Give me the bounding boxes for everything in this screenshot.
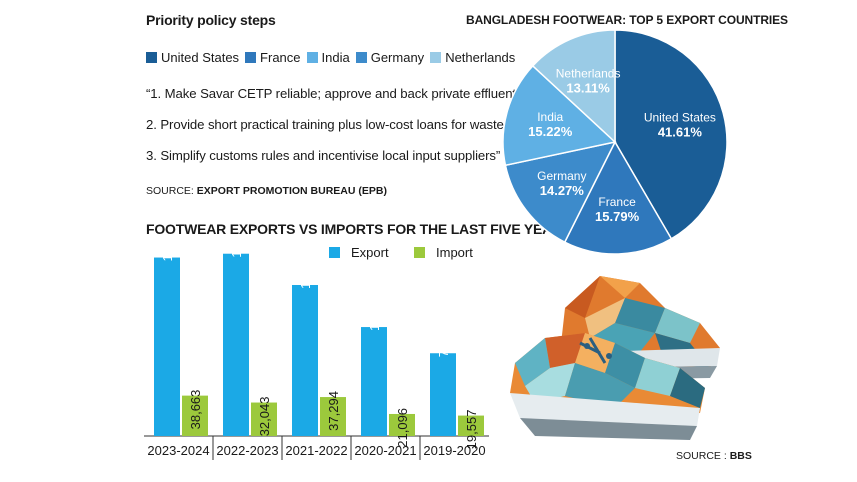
bar-value-label: 170,868 xyxy=(160,238,175,262)
bar xyxy=(430,353,456,436)
bbs-source-name: BBS xyxy=(729,450,752,462)
bar-legend-swatch xyxy=(414,247,425,258)
bar xyxy=(389,413,415,436)
pie-slice-value: 15.79% xyxy=(595,209,640,224)
bar xyxy=(154,257,180,436)
pie-legend: United States France India Germany Netherlan… xyxy=(146,50,515,65)
pie-slice xyxy=(502,64,617,167)
bar-value-label: 79,231 xyxy=(436,317,451,357)
bar xyxy=(223,253,249,436)
policy-step-3: 3. Simplify customs rules and incentivis… xyxy=(146,148,501,163)
bar-value-label: 19,557 xyxy=(464,410,479,450)
bar-value-label: 174,528 xyxy=(229,238,244,258)
bar-value-label: 32,043 xyxy=(257,397,272,437)
source-name: EXPORT PROMOTION BUREAU (EPB) xyxy=(196,185,387,197)
category-label: 2020-2021 xyxy=(354,443,416,458)
legend-item: India xyxy=(306,50,350,65)
pie-slice-value: 14.27% xyxy=(540,183,585,198)
bar-legend-label: Import xyxy=(436,245,473,260)
pie-slice-value: 13.11% xyxy=(566,80,610,95)
category-label: 2019-2020 xyxy=(423,443,485,458)
pie-slice-label: India xyxy=(537,110,563,124)
pie-slice xyxy=(563,140,673,255)
category-label: 2021-2022 xyxy=(285,443,347,458)
legend-swatch xyxy=(355,52,367,63)
category-label: 2022-2023 xyxy=(216,443,278,458)
legend-swatch xyxy=(306,52,318,63)
pie-slice-label: Germany xyxy=(537,169,586,183)
source-prefix: SOURCE: xyxy=(146,185,197,197)
policy-title: Priority policy steps xyxy=(146,12,276,28)
bar-chart-title: FOOTWEAR EXPORTS VS IMPORTS FOR THE LAST… xyxy=(146,221,572,237)
bbs-source: SOURCE : BBS xyxy=(676,450,752,462)
legend-item: United States xyxy=(146,50,239,65)
front-shoe xyxy=(510,333,705,440)
bar xyxy=(182,395,208,436)
bar xyxy=(292,284,318,436)
pie-slice-label: France xyxy=(598,195,636,209)
bar-value-label: 21,096 xyxy=(395,408,410,448)
legend-label: Netherlands xyxy=(445,50,516,65)
pie-slice-value: 15.22% xyxy=(528,124,573,139)
policy-step-2: 2. Provide short practical training plus… xyxy=(146,117,562,132)
legend-label: France xyxy=(260,50,301,65)
bar xyxy=(361,327,387,436)
pie-slice xyxy=(504,140,617,244)
category-label: 2023-2024 xyxy=(147,443,209,458)
legend-swatch xyxy=(146,52,157,63)
bar-legend-label: Export xyxy=(351,245,389,260)
bar-legend-swatch xyxy=(329,247,340,258)
bbs-source-prefix: SOURCE : xyxy=(676,450,730,462)
legend-label: India xyxy=(321,50,350,65)
legend-swatch xyxy=(245,52,257,63)
pie-slice-label: United States xyxy=(644,110,716,124)
bar-value-label: 38,663 xyxy=(188,390,203,430)
shoes-illustration xyxy=(510,276,720,440)
pie-slice xyxy=(614,29,728,240)
legend-label: Germany xyxy=(370,50,425,65)
pie-slice xyxy=(531,29,616,144)
legend-label: United States xyxy=(161,50,240,65)
policy-step-1: “1. Make Savar CETP reliable; approve an… xyxy=(146,86,555,101)
epb-source: SOURCE: EXPORT PROMOTION BUREAU (EPB) xyxy=(146,185,387,197)
pie-slice-label: Netherlands xyxy=(556,66,621,80)
legend-item: France xyxy=(245,50,301,65)
bar-chart: Export Import 170,868 38,663 2023-2024 174,5… xyxy=(144,238,489,460)
pie-slice-value: 41.61% xyxy=(658,124,703,139)
pie-chart-title: BANGLADESH FOOTWEAR: TOP 5 EXPORT COUNTR… xyxy=(466,13,788,27)
bar xyxy=(251,402,277,436)
legend-item: Germany xyxy=(355,50,425,65)
bar-value-label: 37,294 xyxy=(326,391,341,431)
legend-swatch xyxy=(430,52,442,63)
bar-value-label: 104,309 xyxy=(367,284,382,331)
bar xyxy=(320,397,346,436)
bar xyxy=(458,415,484,436)
legend-item: Netherlands xyxy=(430,50,515,65)
bar-value-label: 144,576 xyxy=(298,242,313,289)
